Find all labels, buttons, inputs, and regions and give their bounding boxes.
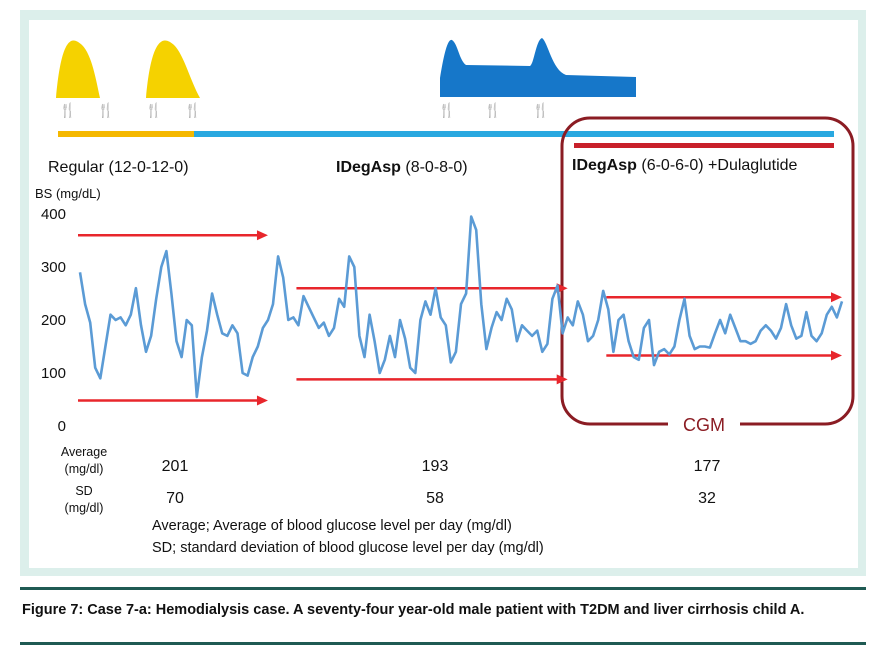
reference-arrow (78, 230, 268, 241)
regimen-label-regular: Regular (12-0-12-0) (48, 159, 189, 176)
average-value-regular: 201 (162, 458, 189, 475)
average-value-dulaglutide: 177 (694, 458, 721, 475)
insulin-profiles (56, 38, 636, 98)
average-value-idegasp: 193 (422, 458, 449, 475)
regular-bar (58, 131, 194, 137)
regular-peak-2 (146, 40, 200, 98)
y-tick-label: 200 (41, 312, 66, 329)
meal-icon: 🍴 (59, 102, 76, 119)
y-tick-label: 0 (58, 418, 66, 435)
regimen-label-dulaglutide: IDegAsp (6-0-6-0) +Dulaglutide (572, 157, 798, 174)
cgm-label: CGM (683, 415, 725, 435)
meal-icon: 🍴 (145, 102, 162, 119)
y-tick-label: 300 (41, 259, 66, 276)
figure-caption: Figure 7: Case 7-a: Hemodialysis case. A… (22, 602, 805, 618)
meal-icon: 🍴 (484, 102, 501, 119)
reference-arrow (296, 283, 568, 294)
average-label: Average (61, 445, 107, 459)
meal-icon: 🍴 (438, 102, 455, 119)
meal-icon: 🍴 (97, 102, 114, 119)
reference-arrow (606, 350, 842, 361)
cgm-label-bg (668, 414, 740, 436)
average-unit-label: (mg/dl) (65, 462, 104, 476)
meal-icon: 🍴 (532, 102, 549, 119)
sd-value-dulaglutide: 32 (698, 490, 716, 507)
sd-value-idegasp: 58 (426, 490, 444, 507)
y-tick-label: 400 (41, 206, 66, 223)
y-tick-label: 100 (41, 365, 66, 382)
figure-panel (29, 20, 858, 568)
sd-unit-label: (mg/dl) (65, 501, 104, 515)
reference-arrows (78, 230, 842, 406)
reference-arrow (78, 395, 268, 406)
idegasp-bar (194, 131, 834, 137)
sd-label: SD (75, 484, 92, 498)
caption-rule-bottom (20, 642, 866, 645)
glucose-line (78, 215, 844, 399)
y-axis-ticks: 0 100 200 300 400 (41, 206, 66, 435)
reference-arrow (606, 292, 842, 303)
y-axis-label: BS (mg/dL) (35, 186, 101, 201)
dulaglutide-bar (574, 143, 834, 148)
average-note: Average; Average of blood glucose level … (152, 518, 512, 534)
reference-arrow (296, 374, 568, 385)
regular-peak-1 (56, 40, 100, 98)
caption-rule-top (20, 587, 866, 590)
sd-value-regular: 70 (166, 490, 184, 507)
sd-note: SD; standard deviation of blood glucose … (152, 540, 544, 556)
idegasp-profile (440, 38, 636, 97)
regimen-label-idegasp: IDegAsp (8-0-8-0) (336, 159, 468, 176)
stats-table: Average (mg/dl) SD (mg/dl) 201 193 177 7… (61, 445, 721, 556)
meal-icons: 🍴 🍴 🍴 🍴 🍴 🍴 🍴 (59, 102, 549, 119)
meal-icon: 🍴 (184, 102, 201, 119)
chart-svg: 🍴 🍴 🍴 🍴 🍴 🍴 🍴 Regular (12-0-12-0) IDegAs… (35, 38, 855, 556)
